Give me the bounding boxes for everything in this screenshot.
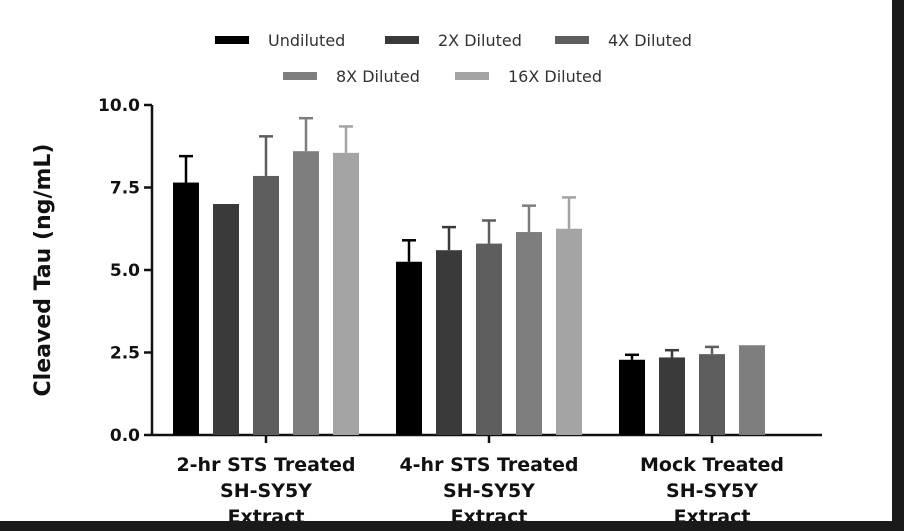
bar xyxy=(173,182,199,435)
bar xyxy=(699,354,725,435)
bar xyxy=(396,261,422,435)
bar-chart: Undiluted 2X Diluted 4X Diluted 8X Diluted 1… xyxy=(31,31,822,521)
bar xyxy=(516,232,542,435)
y-axis-label: Cleaved Tau (ng/mL) xyxy=(31,144,56,397)
y-tick-label: 5.0 xyxy=(110,261,140,281)
x-category-label: Extract xyxy=(228,506,305,521)
window-edge-bottom xyxy=(0,521,904,531)
legend-swatch xyxy=(555,36,589,44)
bar xyxy=(213,204,239,435)
x-category-label: SH-SY5Y xyxy=(220,480,312,502)
legend-label: 2X Diluted xyxy=(438,31,522,50)
legend-label: 16X Diluted xyxy=(508,67,602,86)
bar xyxy=(659,357,685,435)
legend-swatch xyxy=(283,72,317,80)
x-category-label: 4-hr STS Treated xyxy=(399,454,578,476)
x-category-label: Extract xyxy=(674,506,751,521)
y-tick-label: 10.0 xyxy=(98,96,140,116)
bar xyxy=(739,345,765,435)
bar xyxy=(476,243,502,435)
bar xyxy=(619,359,645,435)
x-category-label: Mock Treated xyxy=(640,454,784,476)
legend-label: 8X Diluted xyxy=(336,67,420,86)
legend-label: 4X Diluted xyxy=(608,31,692,50)
legend-label: Undiluted xyxy=(268,31,345,50)
legend-swatch xyxy=(385,36,419,44)
bar xyxy=(293,151,319,435)
y-tick-label: 7.5 xyxy=(110,179,140,199)
y-tick-label: 0.0 xyxy=(110,426,140,446)
x-category-label: SH-SY5Y xyxy=(666,480,758,502)
bar xyxy=(333,152,359,435)
bar xyxy=(253,175,279,435)
legend-swatch xyxy=(215,36,249,44)
chart-area: Undiluted 2X Diluted 4X Diluted 8X Diluted 1… xyxy=(0,0,892,521)
bar xyxy=(556,228,582,435)
x-category-label: Extract xyxy=(451,506,528,521)
legend-swatch xyxy=(455,72,489,80)
x-category-label: SH-SY5Y xyxy=(443,480,535,502)
window-edge-right xyxy=(892,0,904,531)
x-category-label: 2-hr STS Treated xyxy=(176,454,355,476)
y-tick-label: 2.5 xyxy=(110,344,140,364)
bar xyxy=(436,250,462,435)
